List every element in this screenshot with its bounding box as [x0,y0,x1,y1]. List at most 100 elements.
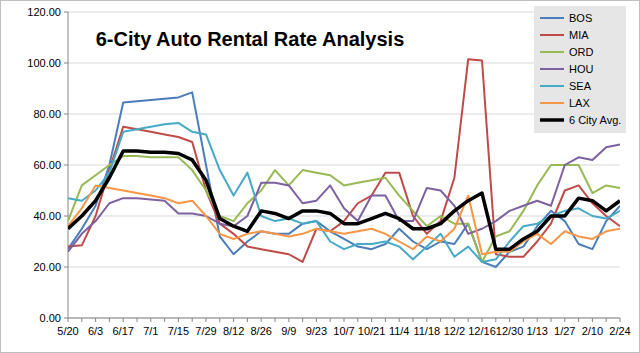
x-tick [426,318,427,322]
legend-label: ORD [569,46,594,58]
x-tick-label: 11/18 [413,325,440,337]
x-tick-label: 12/30 [496,325,524,337]
x-tick [302,318,303,322]
x-tick [468,318,469,322]
x-tick-label: 1/27 [554,325,575,337]
y-tick-label: 120.00 [27,6,61,18]
legend-swatch [540,68,564,70]
y-tick [64,267,68,268]
y-tick-label: 100.00 [27,57,61,69]
x-tick [357,318,358,322]
y-tick-label: 0.00 [40,312,61,324]
grid-line [68,216,620,217]
x-tick [233,318,234,322]
x-tick [399,318,400,322]
x-tick-label: 7/29 [195,325,216,337]
x-tick-label: 2/10 [582,325,603,337]
x-tick [440,318,441,322]
x-tick-label: 7/1 [143,325,158,337]
x-tick-label: 6/3 [88,325,103,337]
legend-label: 6 City Avg. [569,114,621,126]
legend-swatch [540,118,564,122]
legend-swatch [540,102,564,104]
x-tick [330,318,331,322]
x-tick-label: 5/20 [57,325,78,337]
x-tick-label: 10/7 [333,325,354,337]
y-tick-label: 60.00 [33,159,61,171]
x-tick [523,318,524,322]
y-tick [64,63,68,64]
x-tick [192,318,193,322]
x-tick [606,318,607,322]
x-tick [371,318,372,322]
legend-label: BOS [569,12,592,24]
legend-label: HOU [569,63,594,75]
x-tick [164,318,165,322]
y-tick-label: 20.00 [33,261,61,273]
x-tick [95,318,96,322]
x-tick-label: 12/16 [468,325,496,337]
legend-label: LAX [569,97,590,109]
x-tick [344,318,345,322]
x-tick [316,318,317,322]
legend: BOSMIAORDHOUSEALAX6 City Avg. [534,6,626,133]
x-tick [537,318,538,322]
x-tick [247,318,248,322]
x-tick [206,318,207,322]
legend-swatch [540,17,564,19]
x-tick [620,318,621,322]
x-tick-label: 10/21 [358,325,386,337]
x-tick-label: 9/23 [306,325,327,337]
grid-line [68,267,620,268]
x-tick-label: 1/13 [526,325,547,337]
x-tick [81,318,82,322]
x-tick-label: 8/12 [223,325,244,337]
x-tick [261,318,262,322]
x-tick [288,318,289,322]
legend-swatch [540,85,564,87]
x-tick [578,318,579,322]
series-line [68,145,620,252]
x-tick [509,318,510,322]
y-tick [64,165,68,166]
x-tick [413,318,414,322]
legend-swatch [540,51,564,53]
x-tick [275,318,276,322]
y-tick [64,318,68,319]
x-tick-label: 12/2 [444,325,465,337]
x-tick [137,318,138,322]
y-axis [68,12,69,318]
x-tick [551,318,552,322]
y-tick [64,216,68,217]
series-line [68,151,620,249]
chart: 0.00 20.00 40.00 60.00 80.00 100.00 120.00 5/20… [0,0,640,353]
x-tick-label: 11/4 [389,325,410,337]
chart-background [1,1,640,353]
x-tick [68,318,69,322]
y-tick [64,12,68,13]
chart-title: 6-City Auto Rental Rate Analysis [96,28,405,50]
x-tick-label: 9/9 [281,325,296,337]
series-line [68,123,620,262]
y-tick-label: 40.00 [33,210,61,222]
x-tick [482,318,483,322]
x-tick [123,318,124,322]
y-tick [64,114,68,115]
x-tick [178,318,179,322]
grid-line [68,165,620,166]
x-tick-label: 2/24 [609,325,630,337]
legend-box [534,6,626,133]
x-tick-label: 6/17 [112,325,133,337]
x-tick [385,318,386,322]
x-tick-label: 8/26 [250,325,271,337]
x-tick [495,318,496,322]
x-tick [592,318,593,322]
legend-label: MIA [569,29,589,41]
y-tick-label: 80.00 [33,108,61,120]
x-tick [564,318,565,322]
series-line [68,185,620,254]
x-tick-label: 7/15 [168,325,189,337]
x-tick [219,318,220,322]
x-tick [150,318,151,322]
x-tick [454,318,455,322]
